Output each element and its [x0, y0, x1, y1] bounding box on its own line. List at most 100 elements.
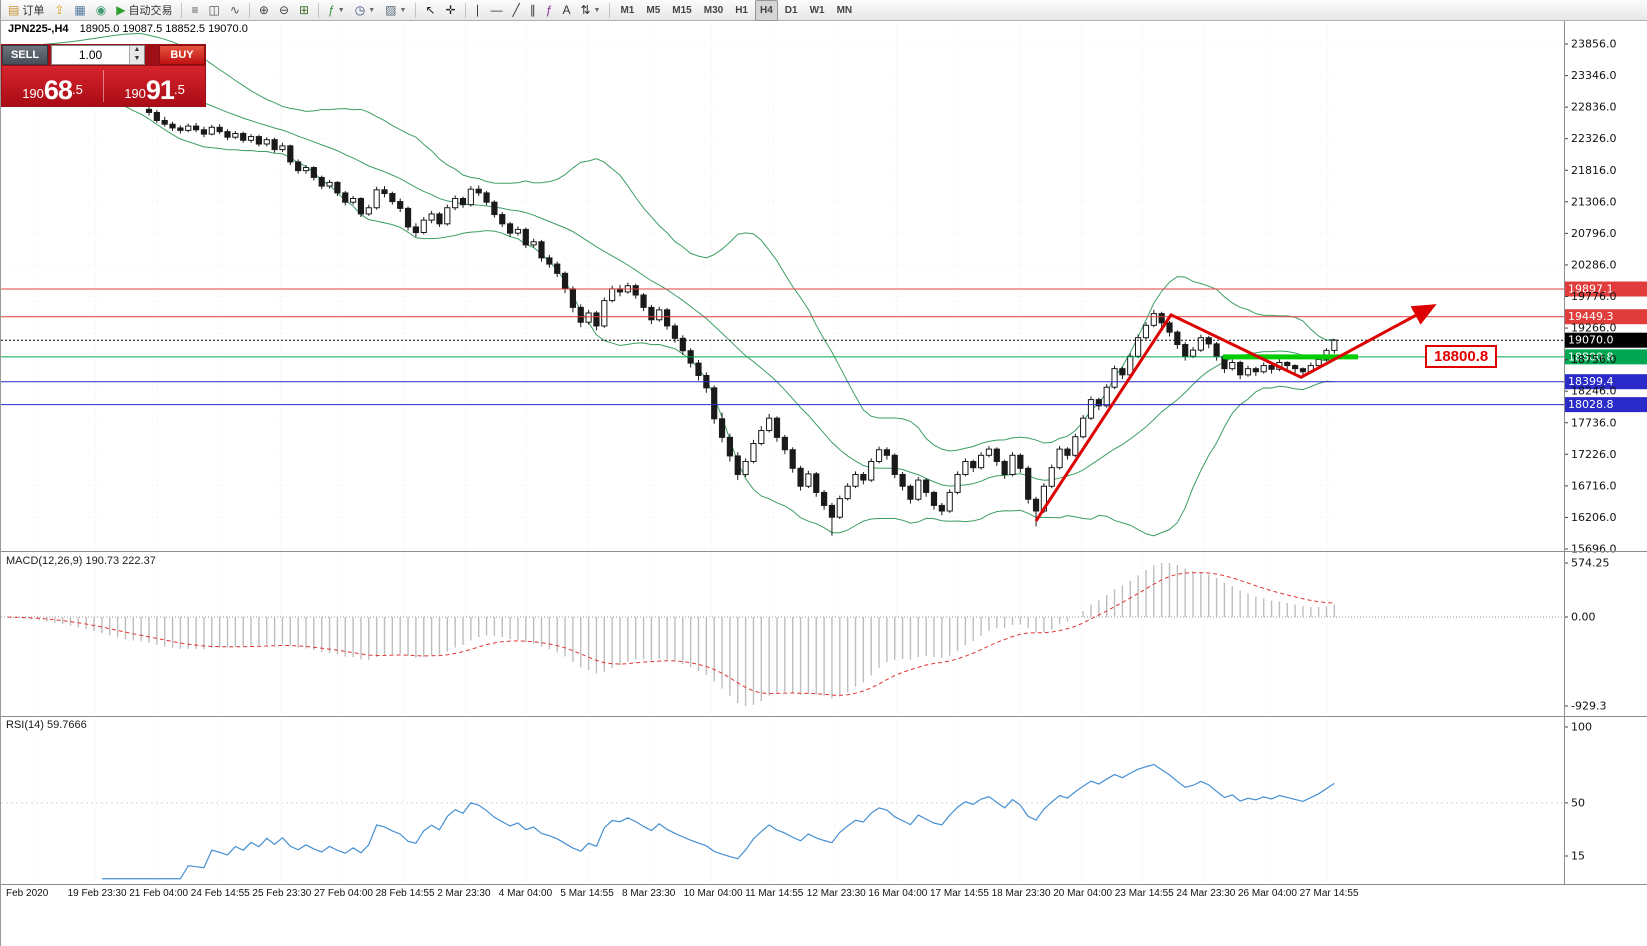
svg-text:19897.1: 19897.1	[1568, 283, 1614, 296]
line-chart-icon: ∿	[229, 3, 240, 17]
svg-text:15696.0: 15696.0	[1571, 543, 1617, 556]
time-axis-label: 19 Feb 23:30	[67, 888, 127, 899]
toolbar-separator	[609, 2, 611, 18]
timeframe-m30-button[interactable]: M30	[699, 0, 728, 21]
svg-text:18800.8: 18800.8	[1568, 350, 1614, 363]
svg-text:19266.0: 19266.0	[1571, 322, 1617, 335]
timeframe-m5-button-label: M5	[646, 4, 661, 16]
toolbar-separator	[415, 2, 417, 18]
timeframe-h4-button[interactable]: H4	[754, 0, 778, 21]
timeframe-h1-button[interactable]: H1	[730, 0, 753, 21]
zoom-out-icon: ⊖	[278, 3, 290, 17]
periods-button[interactable]: ◷ ▼	[351, 1, 379, 20]
chart-window-button[interactable]: ⇪	[50, 1, 68, 20]
svg-text:18028.8: 18028.8	[1568, 398, 1614, 411]
toolbar-separator	[318, 2, 320, 18]
timeframe-d1-button[interactable]: D1	[780, 0, 803, 21]
volume-up-button[interactable]: ▲	[130, 46, 144, 55]
crosshair-icon: ✛	[445, 3, 456, 17]
svg-text:22326.0: 22326.0	[1571, 132, 1617, 145]
timeframe-m15-button-label: M15	[672, 4, 692, 16]
timeframe-m5-button[interactable]: M5	[641, 0, 665, 21]
cursor-icon: ↖	[425, 3, 436, 17]
time-axis-label: 27 Feb 04:00	[314, 888, 373, 899]
time-axis-label: 21 Feb 04:00	[129, 888, 189, 899]
timeframe-m30-button-label: M30	[703, 4, 724, 16]
sell-button[interactable]: SELL	[2, 45, 48, 65]
svg-text:16206.0: 16206.0	[1571, 511, 1617, 524]
svg-text:-929.3: -929.3	[1571, 700, 1606, 713]
vertical-line-icon: ∣	[474, 3, 481, 17]
trendline-button[interactable]: ╱	[509, 1, 524, 20]
arrows-button[interactable]: ⇅ ▼	[576, 1, 604, 20]
vertical-line-button[interactable]: ∣	[471, 1, 485, 20]
svg-text:50: 50	[1571, 796, 1585, 809]
new-order-button-label: 订单	[22, 5, 45, 17]
line-chart-button[interactable]: ∿	[226, 1, 244, 20]
toolbar-separator	[248, 2, 250, 18]
zoom-out-button[interactable]: ⊖	[275, 1, 293, 20]
timeframe-h4-button-label: H4	[759, 4, 773, 16]
timeframe-mn-button[interactable]: MN	[832, 0, 858, 21]
svg-text:18756.0: 18756.0	[1571, 353, 1617, 366]
chevron-down-icon: ▼	[399, 6, 407, 14]
candlestick-chart-button[interactable]: ◫	[204, 1, 223, 20]
rsi-indicator-label: RSI(14) 59.7666	[6, 719, 87, 731]
bar-chart-icon: ≡	[191, 3, 199, 17]
chart-annotations	[1034, 304, 1437, 522]
channel-button[interactable]: ∥	[526, 1, 540, 20]
templates-button[interactable]: ▨ ▼	[381, 1, 410, 20]
time-axis-label: 5 Mar 14:55	[560, 888, 614, 899]
volume-input[interactable]	[52, 46, 129, 64]
print-button[interactable]: ▦	[70, 1, 89, 20]
svg-text:574.25: 574.25	[1571, 557, 1610, 570]
time-axis-label: 23 Mar 14:55	[1114, 888, 1174, 899]
autotrading-icon: ▶	[116, 3, 126, 17]
fibonacci-button[interactable]: ƒ	[542, 1, 557, 20]
price-series	[7, 33, 1338, 537]
text-button[interactable]: A	[558, 1, 574, 20]
svg-text:22836.0: 22836.0	[1571, 101, 1617, 114]
channel-icon: ∥	[529, 3, 536, 17]
svg-text:19776.0: 19776.0	[1571, 290, 1617, 303]
svg-text:23346.0: 23346.0	[1571, 69, 1617, 82]
timeframe-h1-button-label: H1	[735, 4, 748, 16]
time-axis-label: 12 Mar 23:30	[806, 888, 866, 899]
timeframe-m15-button[interactable]: M15	[667, 0, 696, 21]
time-axis-label: 4 Mar 04:00	[498, 888, 553, 899]
templates-icon: ▨	[385, 3, 397, 17]
timeframe-mn-button-label: MN	[836, 4, 853, 16]
svg-text:18399.4: 18399.4	[1568, 375, 1614, 388]
timeframe-d1-button-label: D1	[784, 4, 798, 16]
tile-windows-button[interactable]: ⊞	[295, 1, 313, 20]
macd-indicator-label: MACD(12,26,9) 190.73 222.37	[6, 555, 156, 567]
svg-text:23856.0: 23856.0	[1571, 38, 1617, 51]
community-button[interactable]: ◉	[92, 1, 110, 20]
horizontal-line-button[interactable]: ―	[487, 1, 507, 20]
time-axis-label: 27 Mar 14:55	[1299, 888, 1359, 899]
zoom-in-button[interactable]: ⊕	[255, 1, 273, 20]
svg-text:19070.0: 19070.0	[1568, 334, 1614, 347]
crosshair-button[interactable]: ✛	[441, 1, 459, 20]
indicators-button[interactable]: ƒ ▼	[324, 1, 349, 20]
timeframe-w1-button[interactable]: W1	[805, 0, 830, 21]
timeframe-m1-button[interactable]: M1	[615, 0, 639, 21]
new-order-icon: ▤	[8, 3, 20, 17]
cursor-button[interactable]: ↖	[421, 1, 439, 20]
scales: 23856.0 23346.0 22836.0 22326.0 21816.0 21306…	[1, 20, 1647, 885]
svg-text:100: 100	[1571, 721, 1592, 734]
time-axis-label: 24 Mar 23:30	[1176, 888, 1236, 899]
volume-down-button[interactable]: ▼	[130, 55, 144, 64]
text-icon: A	[562, 3, 571, 17]
svg-text:16716.0: 16716.0	[1571, 479, 1617, 492]
time-axis: Feb 2020 19 Feb 23:30 21 Feb 04:00 24 Feb 1…	[1, 886, 1647, 902]
new-order-button[interactable]: ▤ 订单	[4, 1, 48, 20]
bar-chart-button[interactable]: ≡	[187, 1, 202, 20]
horizontal-line-icon: ―	[490, 3, 503, 17]
autotrading-button[interactable]: ▶ 自动交易	[112, 1, 176, 20]
buy-price[interactable]: 190 91.5	[124, 75, 185, 105]
sell-price[interactable]: 190 68.5	[22, 75, 83, 105]
buy-button[interactable]: BUY	[159, 45, 205, 65]
